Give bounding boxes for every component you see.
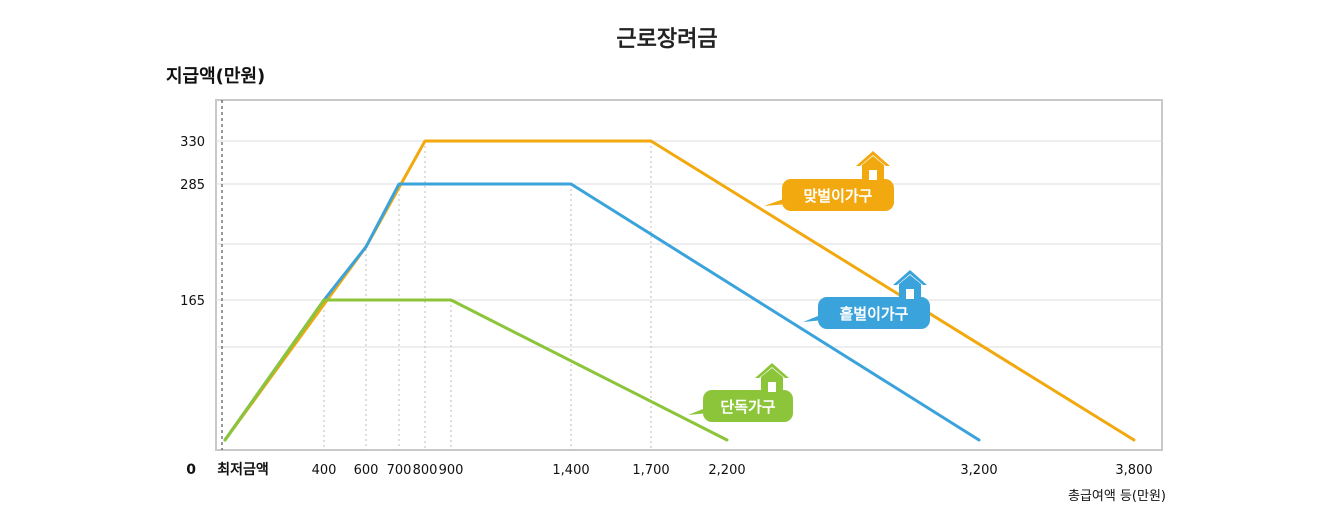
x-tick-label: 700 [387, 463, 412, 478]
series-label-1: 홑벌이가구 [803, 270, 930, 329]
series-name: 홑벌이가구 [839, 305, 908, 323]
x-tick-label: 600 [354, 463, 379, 478]
house-icon [755, 363, 789, 392]
x-tick-label: 최저금액 [217, 461, 269, 478]
x-tick-label: 3,800 [1115, 463, 1152, 478]
callout-box [703, 390, 793, 422]
series-line-2 [223, 298, 729, 442]
x-tick-label: 3,200 [960, 463, 997, 478]
series-name: 단독가구 [720, 398, 775, 416]
callout-box [818, 297, 930, 329]
x-tick-labels: 최저금액 400 600 700 800 900 1,400 1,700 2,200 3,200 3… [217, 461, 1152, 478]
x-tick-label: 2,200 [708, 463, 745, 478]
x-tick-label: 400 [312, 463, 337, 478]
x-axis-label: 총급여액 등(만원) [1068, 489, 1166, 504]
house-icon [893, 270, 927, 299]
plot-frame [215, 99, 1163, 451]
y-tick-label: 165 [180, 294, 205, 309]
series-label-2: 단독가구 [688, 363, 793, 422]
chart-title: 근로장려금 [616, 27, 717, 52]
guide-lines [221, 100, 652, 450]
callout-box [782, 179, 894, 211]
y-tick-label: 0 [186, 462, 196, 478]
x-tick-label: 1,700 [632, 463, 669, 478]
y-tick-labels: 0 165 285 330 [180, 135, 205, 478]
series-lines [223, 139, 1136, 442]
y-tick-label: 285 [180, 178, 205, 193]
x-tick-label: 900 [439, 463, 464, 478]
y-axis-label: 지급액(만원) [166, 66, 265, 87]
y-tick-label: 330 [180, 135, 205, 150]
series-line-0 [223, 139, 1136, 442]
house-icon [856, 151, 890, 180]
x-tick-label: 800 [413, 463, 438, 478]
series-label-0: 맞벌이가구 [764, 151, 894, 211]
x-tick-label: 1,400 [552, 463, 589, 478]
series-name: 맞벌이가구 [803, 187, 872, 205]
